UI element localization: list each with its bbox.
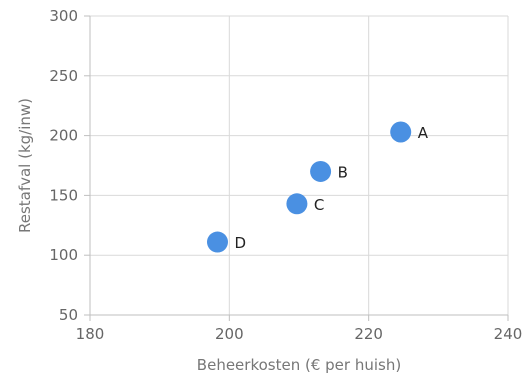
tick-labels: 180 200 220 240 50 100 150 200 250 300 (49, 7, 522, 343)
y-tick-label: 300 (49, 7, 78, 25)
y-axis-title: Restafval (kg/inw) (16, 98, 34, 233)
y-tick-label: 50 (59, 306, 78, 324)
data-point-a (390, 121, 412, 143)
grid-lines (90, 15, 509, 315)
x-axis-title: Beheerkosten (€ per huish) (197, 356, 401, 374)
point-label-d: D (234, 234, 246, 252)
data-point-d (206, 231, 228, 253)
point-label-b: B (338, 163, 348, 181)
point-label-a: A (418, 124, 429, 142)
x-tick-label: 220 (354, 325, 383, 343)
axes (84, 15, 509, 321)
x-tick-label: 240 (494, 325, 523, 343)
y-tick-label: 250 (49, 67, 78, 85)
data-points: A BC D (206, 121, 429, 253)
y-tick-label: 150 (49, 186, 78, 204)
x-tick-label: 200 (215, 325, 244, 343)
y-tick-label: 200 (49, 127, 78, 145)
data-point-b (310, 160, 332, 182)
y-tick-label: 100 (49, 246, 78, 264)
x-tick-label: 180 (76, 325, 105, 343)
data-point-c (286, 193, 308, 215)
point-label-c: C (314, 196, 324, 214)
